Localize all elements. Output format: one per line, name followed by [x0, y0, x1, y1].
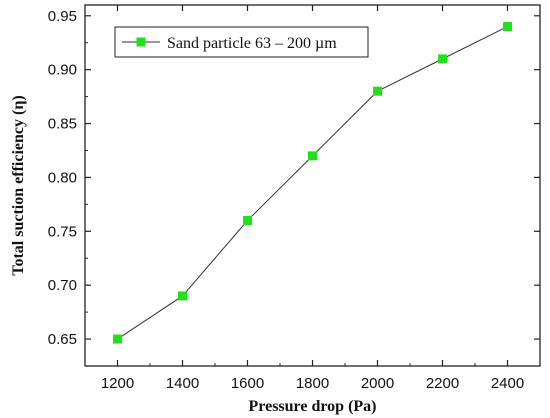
- y-tick-label: 0.95: [48, 8, 77, 25]
- x-tick-label: 2200: [426, 375, 459, 392]
- y-tick-label: 0.75: [48, 223, 77, 240]
- x-tick-label: 1800: [296, 375, 329, 392]
- y-tick-label: 0.85: [48, 116, 77, 133]
- y-tick-label: 0.80: [48, 169, 77, 186]
- x-axis-title: Pressure drop (Pa): [249, 398, 377, 415]
- y-tick-label: 0.70: [48, 277, 77, 294]
- series-layer: [113, 22, 512, 344]
- x-tick-label: 2400: [491, 375, 524, 392]
- legend-box: [114, 26, 369, 58]
- legend-marker: [136, 37, 146, 47]
- data-point-marker: [178, 291, 187, 301]
- legend: Sand particle 63 – 200 µm: [114, 26, 369, 58]
- data-point-marker: [503, 22, 512, 32]
- data-point-marker: [373, 86, 382, 96]
- x-tick-label: 1400: [166, 375, 199, 392]
- x-tick-label: 1200: [101, 375, 134, 392]
- data-point-marker: [243, 216, 252, 226]
- y-tick-label: 0.90: [48, 62, 77, 79]
- x-tick-label: 1600: [231, 375, 264, 392]
- data-point-marker: [113, 334, 122, 344]
- y-tick-label: 0.65: [48, 331, 77, 348]
- x-tick-label: 2000: [361, 375, 394, 392]
- plot-frame: [84, 4, 541, 367]
- data-point-marker: [438, 54, 447, 64]
- legend-label: Sand particle 63 – 200 µm: [167, 35, 337, 52]
- y-axis-ticks: 0.65 0.70 0.75 0.80 0.85 0.90 0.95: [48, 8, 540, 348]
- data-point-marker: [308, 151, 317, 161]
- y-axis-title: Total suction efficiency (η): [10, 95, 27, 275]
- plot-area: [84, 4, 541, 367]
- series-line: [117, 26, 508, 340]
- x-axis-ticks: 1200 1400 1600 1800 2000 2200 2400: [101, 5, 541, 392]
